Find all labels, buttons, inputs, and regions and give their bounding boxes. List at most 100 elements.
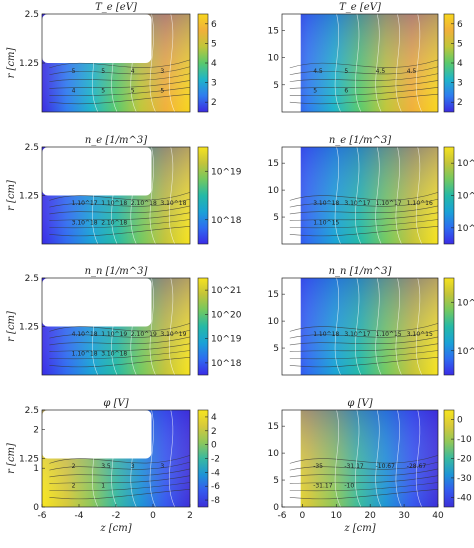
y-tick-label: 5 (273, 81, 279, 91)
flux-line (334, 277, 341, 376)
contour-line (289, 329, 439, 339)
contour-label: 3.10^17 (344, 200, 370, 207)
contour-label: 5 (344, 68, 348, 75)
panel-title: φ [V] (103, 398, 128, 409)
colorbar-tick-label: 2 (211, 427, 217, 437)
contour-line (49, 489, 191, 500)
contour-label: -35 (313, 463, 323, 470)
contour-label: 5 (101, 87, 105, 94)
contour-label: 3.10^18 (101, 351, 127, 358)
colorbar-tick-label: 4 (211, 413, 217, 423)
flux-line (149, 277, 156, 376)
x-tick-label: 2 (187, 511, 193, 521)
contour-label: -10.67 (376, 463, 396, 470)
contour-line (49, 73, 191, 82)
colorbar-tick-label: 10^16 (457, 347, 474, 357)
y-tick-label: 10 (268, 54, 280, 64)
panel-5: 4.10^18 1.10^19 2.10^19 3.10^19 1.10^18 3.10^… (6, 266, 242, 376)
contour-label: 1.10^17 (72, 200, 98, 207)
flux-line (111, 277, 118, 376)
x-tick-label: 0 (299, 511, 305, 521)
panel-8: -35 -31.17 -10.67 -28.67 -31.17 -10 φ [V] 15 10 5… (268, 398, 472, 534)
panel-title: n_e [1/m^3] (329, 135, 391, 146)
panel-2: 4.5 5 4.5 4.5 5 6 T_e [eV] 15 10 5 6 5 4 3 2 (268, 2, 463, 113)
contour-line (49, 357, 191, 368)
contour-label: 2.10^19 (131, 331, 157, 338)
flux-line (149, 146, 156, 245)
axes-frame (281, 409, 439, 508)
contour-label: -28.67 (407, 463, 427, 470)
axes-frame (281, 146, 439, 245)
field-shade (282, 147, 438, 244)
colorbar (197, 277, 209, 376)
flux-line (92, 409, 99, 508)
y-axis-label: r [cm] (6, 443, 17, 474)
colorbar-tick-label: 10^19 (211, 335, 242, 345)
y-tick-label: 10 (268, 449, 280, 459)
colorbar-tick-label: 3 (457, 79, 463, 89)
colorbar-tick-label: -10 (457, 435, 472, 445)
y-tick-label: 10 (268, 317, 280, 327)
y-tick-label: 1 (33, 464, 39, 474)
y-axis-label: r [cm] (6, 311, 17, 342)
field-shade (282, 14, 438, 112)
flux-line (334, 146, 341, 245)
colorbar-tick-label: 10^19 (211, 167, 242, 177)
colorbar-tick-label: 10^18 (211, 216, 242, 226)
y-tick-label: 15 (268, 422, 279, 432)
flux-line (334, 409, 341, 508)
flux-line (130, 146, 137, 245)
contour-line (289, 468, 439, 478)
flux-line (395, 146, 402, 245)
colorbar-tick-label: 4 (211, 59, 217, 69)
colorbar-tick-label: -30 (457, 474, 472, 484)
x-tick-label: 0 (150, 511, 156, 521)
y-tick-label: 5 (273, 344, 279, 354)
colorbar-tick-label: 10^18 (457, 298, 474, 308)
colorbar-tick-label: 2 (211, 98, 217, 108)
panel-1: 5 5 4 3 4 5 5 5 T_e [eV] r [cm] 2.5 1.25 6 5 4 3 2 (6, 2, 217, 113)
device-region (282, 147, 301, 244)
y-axis-label: r [cm] (6, 47, 17, 78)
contour-line (289, 73, 439, 82)
device-region (282, 410, 301, 507)
axes-frame (281, 13, 439, 113)
contour-line (49, 343, 191, 353)
contour-line (289, 482, 439, 492)
contour-line (49, 350, 191, 360)
contour-label: 5 (160, 87, 164, 94)
y-tick-label: 15 (268, 26, 279, 36)
panel-title: n_e [1/m^3] (85, 135, 147, 146)
contour-label: 6 (344, 87, 348, 94)
y-axis-label: r [cm] (6, 180, 17, 211)
contour-line (289, 350, 439, 360)
contour-line (49, 329, 191, 339)
contour-label: -31.17 (344, 463, 364, 470)
y-tick-label: 15 (268, 290, 279, 300)
panel-title: T_e [eV] (95, 2, 137, 13)
contour-label: -31.17 (313, 483, 333, 490)
contour-line (49, 226, 191, 237)
x-tick-label: 20 (364, 511, 376, 521)
x-tick-label: -4 (75, 511, 84, 521)
flux-line (149, 409, 156, 508)
contour-line (289, 93, 439, 105)
contour-label: 3 (160, 463, 164, 470)
x-tick-label: -2 (112, 511, 121, 521)
contour-line (49, 198, 191, 208)
colorbar-tick-label: 10^14 (457, 224, 474, 234)
contour-label: 3 (160, 68, 164, 75)
colorbar-tick-label: 6 (211, 20, 217, 30)
contour-line (49, 475, 191, 485)
contour-label: 5 (131, 87, 135, 94)
contour-line (289, 461, 439, 471)
flux-line (92, 277, 99, 376)
contour-label: 3.10^18 (313, 200, 339, 207)
contour-label: 2 (72, 463, 76, 470)
contour-line (289, 80, 439, 89)
colorbar-tick-label: -4 (211, 468, 220, 478)
flux-line (375, 146, 382, 245)
device-region (282, 278, 301, 375)
contour-label: 5 (313, 87, 317, 94)
contour-label: 4.10^18 (72, 331, 98, 338)
